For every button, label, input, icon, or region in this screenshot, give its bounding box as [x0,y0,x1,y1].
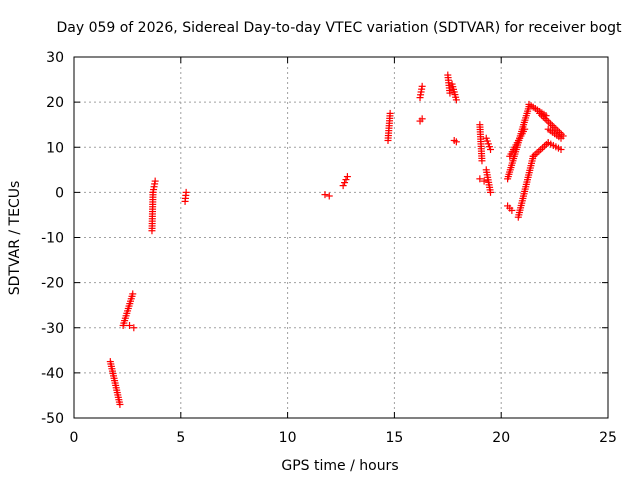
x-tick-label: 20 [492,430,510,446]
data-point [452,138,460,146]
data-point [452,96,460,104]
y-tick-label: -40 [41,366,64,382]
data-point [342,176,350,184]
data-point [325,192,333,200]
x-tick-label: 0 [70,430,79,446]
data-point [476,175,484,183]
data-point [116,400,124,408]
chart-title: Day 059 of 2026, Sidereal Day-to-day VTE… [56,20,622,36]
data-point [126,321,134,329]
y-tick-label: 10 [46,140,64,156]
data-point [487,188,495,196]
data-point [130,324,138,332]
data-point [321,191,329,199]
data-point [480,177,488,185]
data-point [521,125,529,133]
data-point [129,290,137,298]
data-point [182,188,190,196]
y-tick-label: 0 [55,185,64,201]
data-point [487,146,495,154]
data-point [478,157,486,165]
data-point [341,179,349,187]
y-tick-label: -10 [41,231,64,247]
y-tick-label: 30 [46,50,64,66]
data-points [106,71,567,408]
x-tick-label: 10 [279,430,297,446]
y-tick-labels: 30 20 10 0 -10 -20 -30 -40 -50 [41,50,64,427]
data-point [557,146,565,154]
data-point [446,89,454,97]
data-point [557,134,565,142]
data-point [543,116,551,124]
x-tick-label: 25 [599,430,617,446]
data-point [418,82,426,90]
axis-ticks [73,56,609,419]
y-tick-label: 20 [46,95,64,111]
y-tick-label: -50 [41,411,64,427]
x-tick-label: 15 [385,430,403,446]
data-point [343,173,351,181]
y-tick-label: -20 [41,276,64,292]
data-point [545,118,553,126]
data-point [151,177,159,185]
x-axis-label: GPS time / hours [281,458,398,474]
y-axis-label: SDTVAR / TECUs [7,181,23,296]
x-tick-labels: 0 5 10 15 20 25 [70,430,617,446]
data-point [418,115,426,123]
x-tick-label: 5 [176,430,185,446]
y-tick-label: -30 [41,321,64,337]
data-point [508,206,516,214]
data-point [386,109,394,117]
data-point [552,125,560,133]
data-point [339,182,347,190]
